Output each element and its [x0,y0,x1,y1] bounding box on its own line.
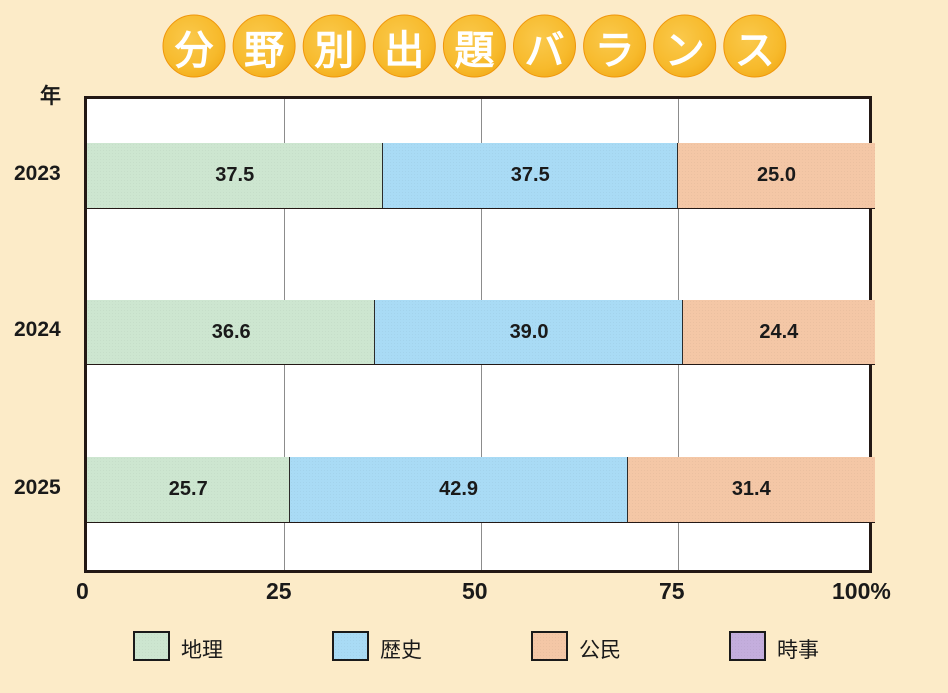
svg-text:題: 題 [454,29,494,73]
svg-text:ン: ン [665,29,705,73]
svg-text:分: 分 [174,29,214,73]
svg-text:野: 野 [244,29,284,73]
svg-text:バ: バ [525,29,565,73]
svg-text:出: 出 [384,29,424,73]
svg-text:ス: ス [735,29,775,73]
svg-text:ラ: ラ [595,29,635,73]
svg-text:別: 別 [314,29,354,73]
